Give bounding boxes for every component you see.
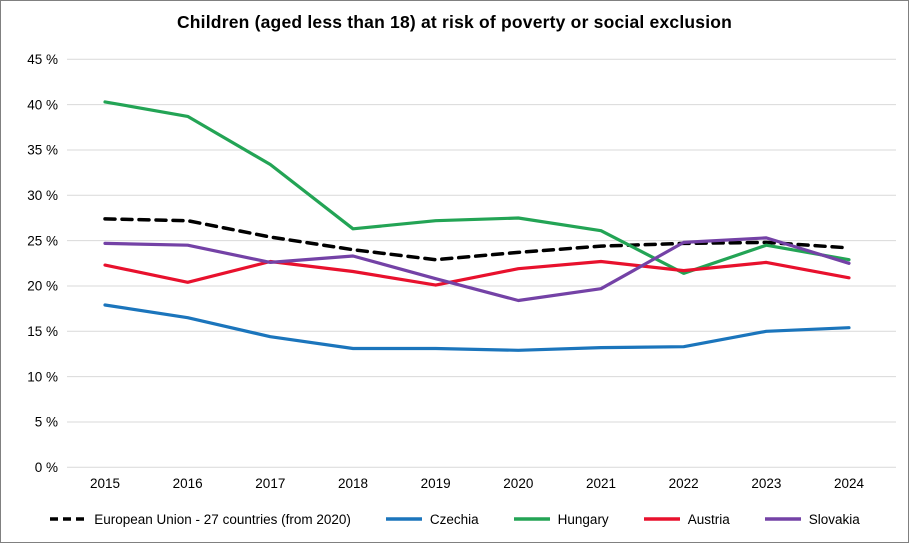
y-tick-label: 30 %: [27, 188, 58, 203]
x-tick-label: 2021: [586, 476, 616, 491]
y-tick-label: 45 %: [27, 52, 58, 67]
x-tick-label: 2016: [173, 476, 203, 491]
legend-label: Slovakia: [808, 511, 860, 527]
y-tick-label: 35 %: [27, 143, 58, 158]
x-tick-label: 2019: [421, 476, 451, 491]
x-tick-label: 2022: [669, 476, 699, 491]
y-tick-label: 20 %: [27, 279, 58, 294]
y-tick-label: 10 %: [27, 369, 58, 384]
series-line-czechia: [103, 303, 851, 352]
y-tick-label: 25 %: [27, 233, 58, 248]
x-tick-label: 2020: [503, 476, 533, 491]
y-tick-label: 0 %: [35, 460, 58, 475]
x-tick-label: 2017: [255, 476, 285, 491]
x-tick-label: 2015: [90, 476, 120, 491]
legend-label: Hungary: [557, 511, 609, 527]
x-tick-label: 2024: [834, 476, 865, 491]
y-tick-label: 15 %: [27, 324, 58, 339]
series-line-slovakia: [103, 236, 851, 303]
legend-swatch-icon: [385, 517, 422, 521]
line-chart-plot: 0 % 5 % 10 % 15 % 20 % 25 % 30 % 35 % 40 % 45 % 20…: [27, 52, 896, 491]
chart-legend: European Union - 27 countries (from 2020…: [1, 506, 908, 532]
legend-item-slovakia: Slovakia: [764, 512, 860, 527]
legend-swatch-icon: [513, 517, 550, 521]
series-line-hungary: [103, 100, 851, 275]
x-tick-label: 2023: [751, 476, 781, 491]
legend-label: Austria: [687, 511, 730, 527]
legend-label: Czechia: [429, 511, 479, 527]
legend-item-czechia: Czechia: [385, 512, 479, 527]
legend-swatch-icon: [50, 517, 87, 521]
chart-title: Children (aged less than 18) at risk of …: [176, 12, 733, 32]
legend-item-austria: Austria: [643, 512, 730, 527]
y-tick-label: 40 %: [27, 97, 58, 112]
y-tick-label: 5 %: [35, 415, 58, 430]
legend-swatch-icon: [764, 517, 801, 521]
series-line-european-union-27-countries-from-2020: [103, 217, 851, 262]
legend-item-hungary: Hungary: [513, 512, 609, 527]
legend-item-european-union-27-countries-from-2020: European Union - 27 countries (from 2020…: [49, 512, 351, 527]
x-tick-label: 2018: [338, 476, 368, 491]
legend-label: European Union - 27 countries (from 2020…: [94, 511, 351, 527]
legend-swatch-icon: [643, 517, 680, 521]
series-line-austria: [103, 259, 851, 287]
